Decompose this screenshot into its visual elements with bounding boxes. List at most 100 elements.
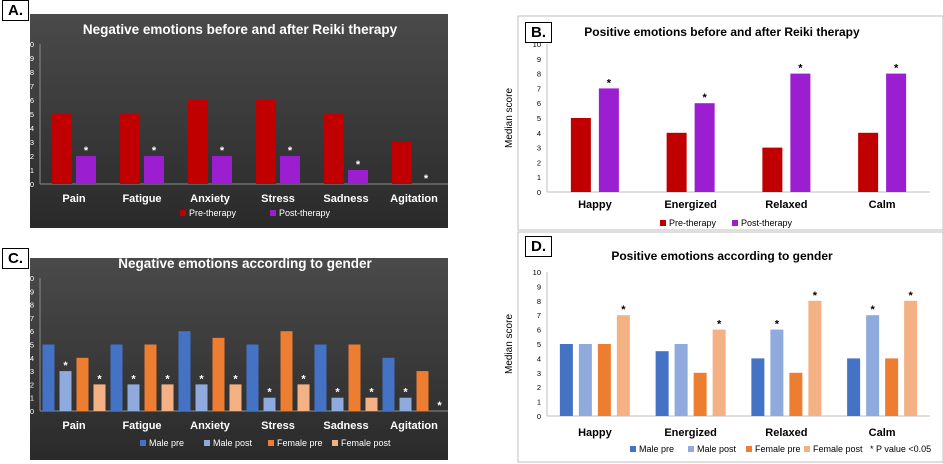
y-tick-label: 1 xyxy=(537,398,541,407)
bar-male-pre xyxy=(246,344,259,411)
y-tick-label: 0 xyxy=(30,180,34,189)
y-tick-label: 4 xyxy=(537,129,541,138)
bar-post-therapy xyxy=(280,156,300,184)
significance-mark: * xyxy=(165,373,170,385)
significance-mark: * xyxy=(63,360,68,372)
bar-female-post xyxy=(93,384,106,411)
significance-mark: * xyxy=(335,387,340,399)
significance-mark: * xyxy=(621,304,626,316)
y-tick-label: 0 xyxy=(537,412,541,421)
bar-female-pre xyxy=(280,331,293,411)
y-tick-label: 2 xyxy=(30,152,34,161)
bar-post-therapy xyxy=(598,88,619,192)
panel-label: C. xyxy=(2,248,29,269)
legend-label: Pre-therapy xyxy=(189,208,237,218)
legend-label: Female post xyxy=(341,438,391,448)
bar-male-post xyxy=(331,397,344,411)
legend-label: Post-therapy xyxy=(741,218,793,228)
bar-pre-therapy xyxy=(188,100,208,184)
chart-frame xyxy=(517,15,943,231)
bar-male-pre xyxy=(314,344,327,411)
x-category-label: Calm xyxy=(869,427,896,439)
bar-pre-therapy xyxy=(762,147,783,192)
x-category-label: Happy xyxy=(578,199,613,211)
y-tick-label: 2 xyxy=(537,383,541,392)
significance-mark: * xyxy=(199,373,204,385)
bar-female-pre xyxy=(212,337,225,411)
significance-mark: * xyxy=(908,290,913,302)
bar-female-pre xyxy=(76,357,89,411)
legend-swatch xyxy=(270,210,276,216)
x-category-label: Stress xyxy=(261,193,295,205)
y-tick-label: 10 xyxy=(533,268,541,277)
bar-male-post xyxy=(195,384,208,411)
bar-female-post xyxy=(808,300,822,416)
x-category-label: Fatigue xyxy=(122,193,161,205)
y-tick-label: 10 xyxy=(26,274,34,283)
x-category-label: Agitation xyxy=(390,420,438,432)
bar-post-therapy xyxy=(790,73,811,192)
significance-mark: * xyxy=(288,145,293,157)
y-tick-label: 10 xyxy=(26,40,34,49)
y-tick-label: 4 xyxy=(30,354,34,363)
x-category-label: Fatigue xyxy=(122,420,161,432)
y-axis-label: Median score xyxy=(6,84,17,144)
legend-label: Male post xyxy=(697,444,737,454)
significance-mark: * xyxy=(813,290,818,302)
significance-mark: * xyxy=(356,159,361,171)
y-tick-label: 8 xyxy=(537,297,541,306)
bar-male-pre xyxy=(178,331,191,411)
y-tick-label: 9 xyxy=(30,287,34,296)
chart-title: Positive emotions before and after Reiki… xyxy=(584,25,860,39)
y-tick-label: 8 xyxy=(30,68,34,77)
bar-post-therapy xyxy=(144,156,164,184)
legend-label: Female pre xyxy=(277,438,323,448)
legend-label: Post-therapy xyxy=(279,208,331,218)
y-tick-label: 5 xyxy=(30,341,34,350)
y-tick-label: 2 xyxy=(30,380,34,389)
y-tick-label: 7 xyxy=(30,82,34,91)
legend-swatch xyxy=(204,440,210,446)
legend-swatch xyxy=(180,210,186,216)
bar-female-pre xyxy=(597,344,611,416)
significance-mark: * xyxy=(424,173,429,185)
significance-mark: * xyxy=(798,63,803,75)
y-tick-label: 4 xyxy=(30,124,34,133)
bar-pre-therapy xyxy=(52,114,72,184)
bar-female-pre xyxy=(885,358,899,416)
y-tick-label: 1 xyxy=(30,166,34,175)
y-axis-label: Median score xyxy=(6,314,17,374)
bar-male-post xyxy=(59,371,72,411)
y-tick-label: 1 xyxy=(537,173,541,182)
bar-male-pre xyxy=(110,344,123,411)
significance-mark: * xyxy=(233,373,238,385)
x-category-label: Pain xyxy=(62,193,86,205)
y-tick-label: 3 xyxy=(537,369,541,378)
x-category-label: Anxiety xyxy=(190,193,231,205)
y-tick-label: 4 xyxy=(537,354,541,363)
bar-post-therapy xyxy=(76,156,96,184)
y-tick-label: 6 xyxy=(30,327,34,336)
chart-d-svg: Positive emotions according to gender Med… xyxy=(504,231,943,463)
bar-female-post xyxy=(297,384,310,411)
y-tick-label: 0 xyxy=(537,188,541,197)
bar-male-pre xyxy=(42,344,55,411)
bar-pre-therapy xyxy=(858,132,879,192)
y-tick-label: 9 xyxy=(537,55,541,64)
chart-panel-a: A. Negative emotions before and after Re… xyxy=(0,0,460,232)
significance-mark: * xyxy=(437,400,442,412)
bar-female-post xyxy=(229,384,242,411)
significance-mark: * xyxy=(403,387,408,399)
x-category-label: Happy xyxy=(578,427,613,439)
bar-male-post xyxy=(866,315,880,416)
chart-title: Positive emotions according to gender xyxy=(611,249,833,263)
y-tick-label: 2 xyxy=(537,158,541,167)
bar-male-pre xyxy=(847,358,861,416)
x-category-label: Energized xyxy=(664,199,717,211)
legend-label: Pre-therapy xyxy=(669,218,717,228)
panel-label: A. xyxy=(2,0,29,21)
chart-panel-c: C. Negative emotions according to gender… xyxy=(0,244,460,464)
y-tick-label: 8 xyxy=(30,301,34,310)
legend-swatch xyxy=(660,220,666,226)
y-tick-label: 9 xyxy=(537,282,541,291)
